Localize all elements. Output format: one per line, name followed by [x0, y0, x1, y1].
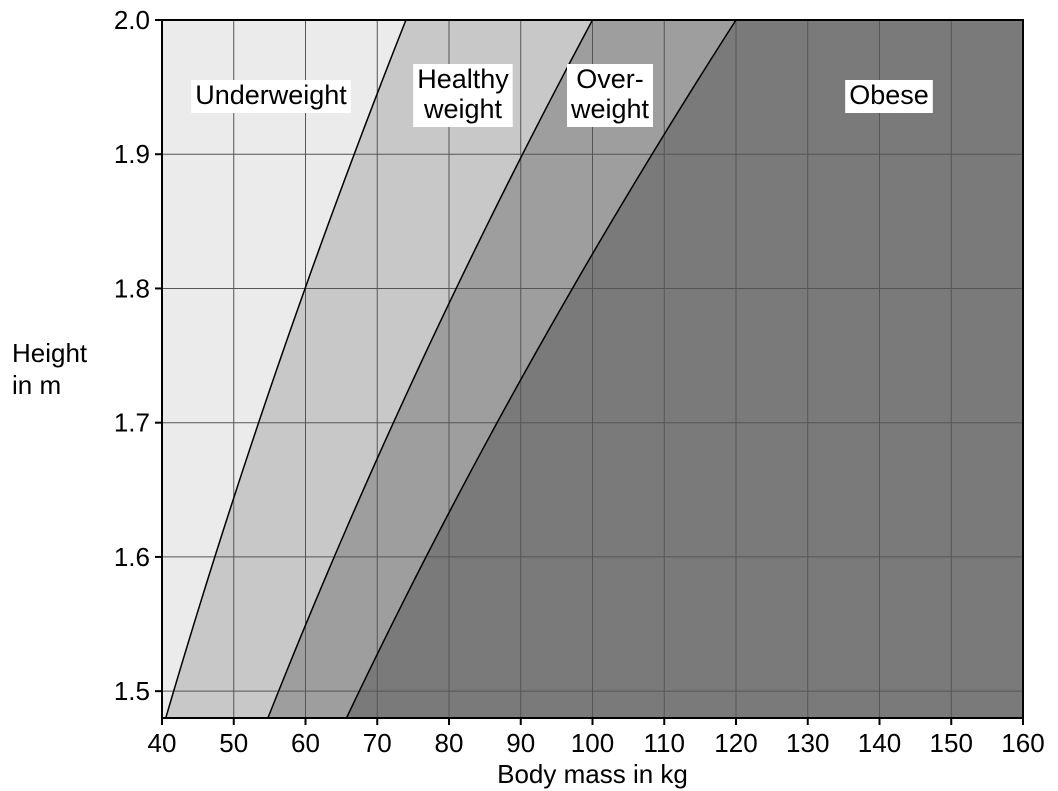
y-tick-label: 1.9	[114, 139, 150, 169]
region-label-text: Obese	[849, 80, 929, 110]
region-label-box	[845, 80, 933, 113]
region-label-obese: Obese	[845, 80, 933, 113]
x-tick-label: 160	[1001, 728, 1044, 758]
region-label-text: Healthy	[417, 64, 509, 94]
x-tick-label: 140	[858, 728, 901, 758]
x-tick-label: 110	[644, 728, 685, 758]
x-tick-label: 60	[291, 728, 320, 758]
y-axis-title-line-1: Height	[12, 338, 88, 368]
grid-lines	[162, 20, 1023, 718]
region-fill-underweight	[162, 20, 406, 718]
x-axis-ticks: 40 50 60 70 80 90 100 110 120 130 140 150 160	[148, 718, 1045, 758]
region-label-text: Underweight	[195, 80, 347, 110]
x-tick-label: 100	[571, 728, 614, 758]
boundary-curve-bmi-18.5	[165, 19, 407, 719]
x-tick-label: 50	[219, 728, 248, 758]
y-tick-label: 1.8	[114, 273, 150, 303]
x-tick-label: 150	[930, 728, 973, 758]
y-tick-label: 1.5	[114, 676, 150, 706]
region-label-box	[413, 64, 513, 127]
y-axis-ticks: 1.5 1.6 1.7 1.8 1.9 2.0	[114, 5, 162, 706]
boundary-curve-bmi-25	[267, 19, 594, 719]
region-label-text: weight	[570, 94, 650, 124]
region-label-box	[191, 80, 351, 113]
region-label-text: weight	[423, 94, 503, 124]
region-fill-over-weight	[267, 20, 736, 718]
x-tick-label: 90	[506, 728, 535, 758]
x-tick-label: 80	[435, 728, 464, 758]
x-tick-label: 40	[148, 728, 177, 758]
region-fill-obese	[346, 20, 1024, 718]
region-label-over-weight: Over-weight	[567, 64, 653, 127]
boundary-curve-bmi-30	[345, 19, 737, 719]
y-tick-label: 1.7	[114, 408, 150, 438]
x-axis-title: Body mass in kg	[497, 759, 688, 789]
x-tick-label: 130	[786, 728, 829, 758]
region-label-underweight: Underweight	[191, 80, 351, 113]
region-fills	[162, 20, 1024, 718]
region-label-box	[567, 64, 653, 127]
x-tick-label: 70	[363, 728, 392, 758]
region-label-text: Over-	[576, 64, 644, 94]
y-tick-label: 1.6	[114, 542, 150, 572]
boundary-curves	[165, 19, 737, 719]
x-tick-label: 120	[714, 728, 757, 758]
y-axis-title-line-2: in m	[12, 370, 61, 400]
y-tick-label: 2.0	[114, 5, 150, 35]
region-fill-healthy-weight	[165, 20, 593, 718]
